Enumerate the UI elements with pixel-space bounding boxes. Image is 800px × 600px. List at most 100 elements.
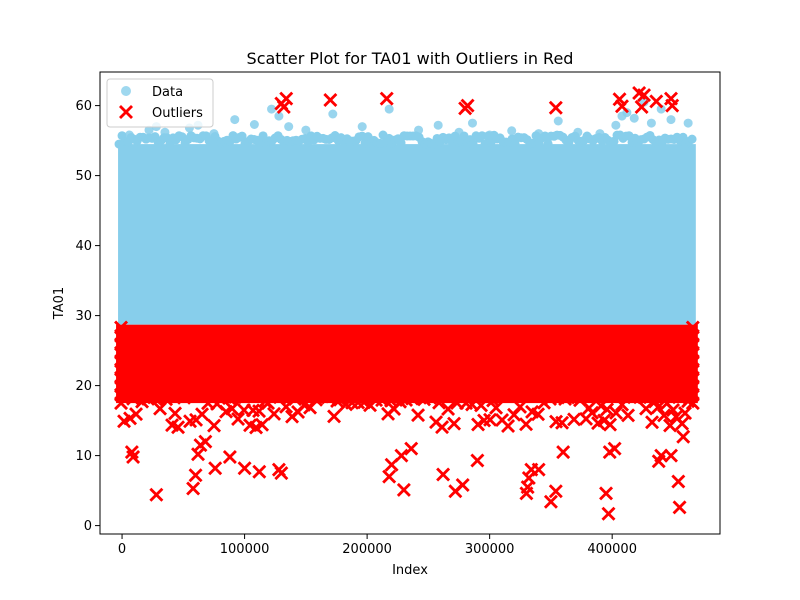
outlier-point [149, 487, 164, 502]
outlier-point [441, 401, 456, 416]
data-point [543, 139, 553, 149]
outlier-point [288, 392, 303, 407]
outlier-point [615, 397, 630, 412]
data-point [284, 122, 294, 132]
outlier-point [159, 392, 174, 407]
outlier-point [204, 379, 219, 394]
outlier-point [279, 91, 294, 106]
outlier-point [657, 408, 672, 423]
outlier-point [237, 461, 252, 476]
outlier-point [126, 450, 141, 464]
outlier-point [489, 400, 504, 415]
outlier-point [537, 395, 552, 410]
data-point [237, 131, 247, 141]
data-point [595, 129, 605, 139]
x-tick-label: 200000 [342, 542, 392, 557]
outlier-point [432, 395, 447, 410]
x-axis: 0 100000 200000 300000 400000 [118, 534, 637, 557]
y-tick-label: 0 [84, 519, 92, 534]
outlier-point [609, 405, 624, 420]
outlier-point [471, 417, 486, 432]
axes-frame [99, 71, 721, 535]
outlier-point [420, 378, 435, 393]
outlier-point [198, 434, 213, 449]
data-point [687, 134, 697, 144]
outlier-point [162, 379, 177, 394]
outlier-point [470, 453, 485, 468]
y-tick-label: 10 [75, 449, 92, 464]
data-point [433, 120, 443, 130]
outlier-point [168, 406, 183, 421]
data-point [629, 113, 639, 123]
outlier-point [663, 448, 678, 463]
x-tick-label: 300000 [465, 542, 515, 557]
outlier-point [354, 372, 369, 387]
outlier-point [408, 379, 423, 394]
outlier-point [585, 405, 600, 420]
outlier-point [318, 372, 333, 387]
data-point [468, 139, 478, 149]
data-point [301, 125, 311, 135]
y-tick-label: 40 [75, 239, 92, 254]
outlier-point [456, 371, 471, 386]
outlier-point [671, 474, 686, 489]
outlier-point [676, 429, 691, 444]
outlier-point [483, 412, 498, 427]
outlier-point [171, 420, 186, 435]
outlier-point [228, 390, 243, 405]
outlier-point [455, 478, 470, 492]
outlier-point [548, 484, 563, 499]
data-point [249, 120, 259, 129]
outlier-point [447, 416, 462, 431]
data-point [124, 130, 134, 140]
outlier-point [531, 407, 546, 422]
outlier-point [561, 390, 576, 405]
y-tick-label: 50 [75, 169, 92, 184]
outlier-point [633, 390, 648, 405]
data-point [646, 118, 656, 128]
outlier-point [150, 369, 165, 384]
data-point [553, 116, 563, 126]
data-point [485, 130, 495, 140]
data-point [467, 118, 477, 128]
data-point [639, 97, 649, 107]
data-point [274, 111, 284, 121]
outlier-point [255, 417, 270, 432]
outlier-point [501, 418, 516, 433]
outlier-point [396, 482, 411, 497]
data-point [160, 127, 170, 137]
outlier-point [460, 98, 475, 113]
data-point [507, 126, 517, 136]
outlier-point [267, 406, 282, 421]
outlier-point [378, 372, 393, 387]
plot-area [114, 86, 700, 521]
outlier-point [114, 320, 129, 335]
legend-box [106, 78, 214, 128]
outlier-point [567, 412, 582, 427]
outlier-point [665, 98, 680, 113]
outlier-point [188, 468, 203, 483]
outlier-point [556, 445, 571, 460]
data-point [414, 125, 424, 135]
legend-label-outliers: Outliers [152, 106, 203, 121]
outlier-point [348, 381, 363, 396]
outlier-point [216, 366, 231, 381]
data-point [573, 127, 583, 137]
outlier-point [666, 403, 681, 418]
outlier-point [231, 412, 246, 427]
outlier-point [474, 398, 489, 413]
outlier-point [147, 390, 162, 405]
outlier-point [261, 396, 276, 411]
outlier-point [186, 481, 201, 496]
outlier-point [649, 94, 664, 109]
legend-marker-outliers [119, 105, 133, 119]
outlier-point [600, 402, 615, 417]
outlier-point [548, 100, 563, 115]
y-axis: 0 10 20 30 40 50 60 [75, 99, 100, 534]
outlier-point [614, 99, 629, 114]
outlier-point [404, 441, 419, 456]
data-point [656, 104, 666, 114]
outlier-point [685, 320, 700, 335]
outlier-point [382, 469, 397, 484]
outlier-point [634, 100, 649, 114]
